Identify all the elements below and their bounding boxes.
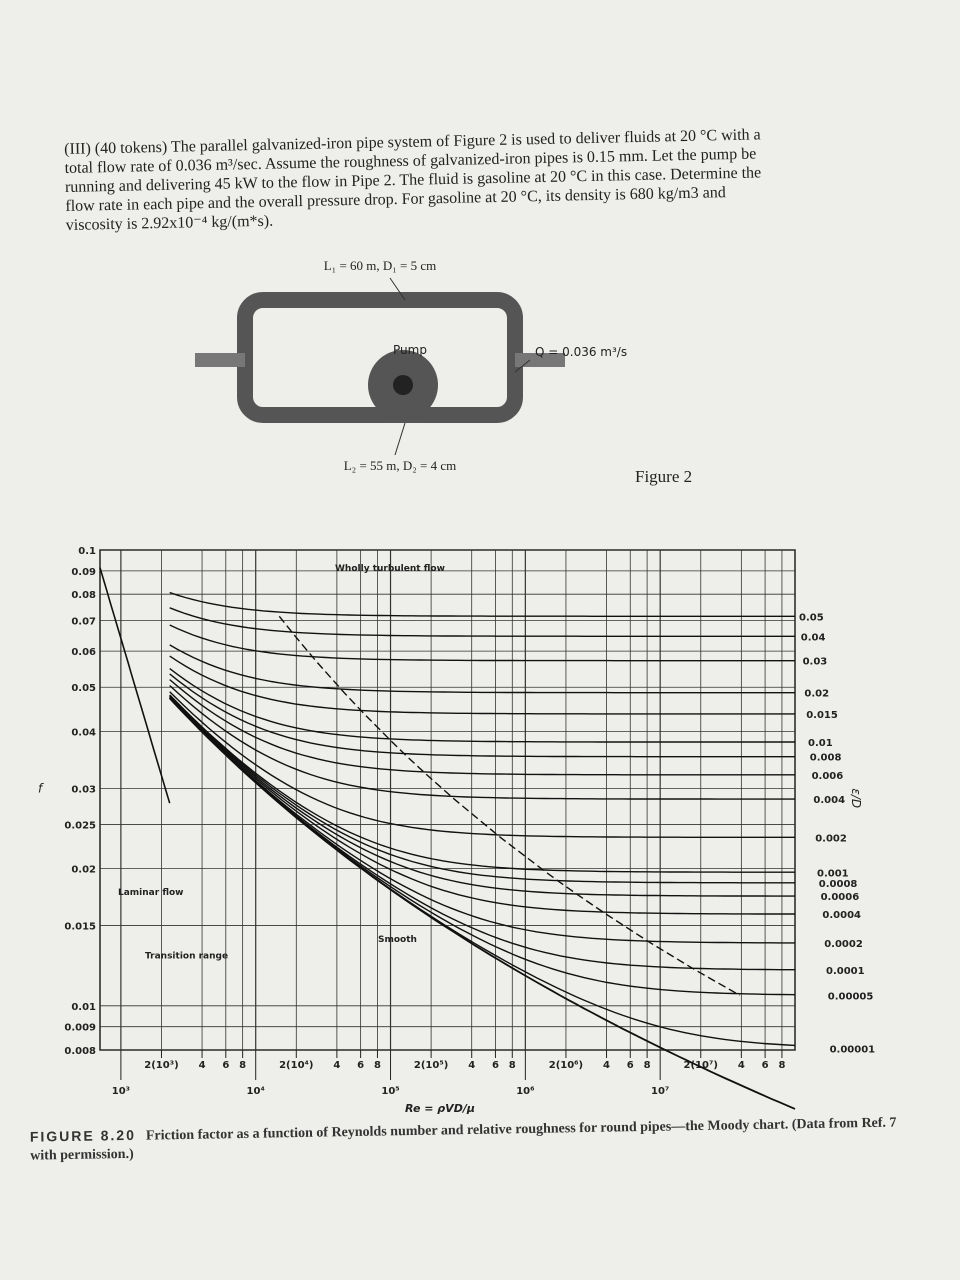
flow-label: Q = 0.036 m³/s: [535, 345, 627, 359]
pipe1-label: L₁ = 60 m, D₁ = 5 cm: [324, 258, 437, 273]
x-tick-label: 8: [239, 1060, 246, 1071]
roughness-curve: [169, 624, 795, 662]
inlet-pipe: [195, 353, 245, 367]
x-tick-label: 6: [357, 1060, 364, 1071]
leader: [394, 422, 406, 456]
y-tick-label: 0.009: [64, 1023, 96, 1034]
pipe-diagram: [195, 277, 565, 456]
roughness-label: 0.0008: [819, 879, 858, 890]
roughness-curve: [169, 655, 795, 715]
roughness-label: 0.02: [804, 689, 829, 700]
roughness-curve: [169, 695, 795, 884]
y-tick-label: 0.05: [71, 683, 96, 694]
x-tick-label: 6: [492, 1060, 499, 1071]
y-tick-label: 0.008: [64, 1046, 96, 1057]
y2-axis-label: ε/D: [849, 788, 863, 808]
roughness-label: 0.0001: [826, 966, 865, 977]
y-tick-label: 0.08: [71, 590, 96, 601]
pump-label: Pump: [393, 343, 427, 357]
annotation: Transition range: [145, 952, 228, 962]
x-tick-label: 2(10³): [144, 1060, 178, 1071]
plot-frame: [99, 549, 796, 1051]
x-tick-label: 8: [778, 1060, 785, 1071]
x-tick-label: 2(10⁷): [684, 1060, 718, 1071]
roughness-label: 0.00005: [828, 991, 874, 1002]
x-tick-label: 4: [333, 1060, 340, 1071]
roughness-curve: [169, 691, 795, 838]
turbulent-boundary: [278, 615, 741, 996]
roughness-label: 0.008: [810, 753, 842, 764]
roughness-curve: [169, 696, 795, 915]
roughness-label: 0.015: [806, 710, 838, 721]
x-tick-label: 4: [199, 1060, 206, 1071]
roughness-label: 0.04: [801, 632, 826, 643]
annotation: Laminar flow: [118, 888, 184, 898]
roughness-curve: [169, 684, 795, 800]
outlet-pipe: [515, 353, 565, 367]
laminar-line: [99, 567, 171, 804]
x-tick-label: 8: [644, 1060, 651, 1071]
x-tick-label: 10⁵: [381, 1086, 399, 1097]
roughness-curve: [169, 668, 795, 743]
pipe2-label: L₂ = 55 m, D₂ = 4 cm: [344, 458, 457, 473]
x-tick-label: 6: [762, 1060, 769, 1071]
roughness-label: 0.03: [803, 657, 828, 668]
smooth-curve: [169, 697, 796, 1110]
roughness-label: 0.01: [808, 738, 833, 749]
x-axis-label: Re = ρVD/μ: [405, 1102, 475, 1115]
annotation: Wholly turbulent flow: [335, 564, 445, 574]
x-tick-label: 6: [222, 1060, 229, 1071]
roughness-label: 0.0004: [822, 910, 861, 921]
x-tick-label: 10⁴: [247, 1086, 265, 1097]
y-tick-label: 0.04: [71, 727, 96, 738]
x-tick-label: 10⁶: [516, 1086, 534, 1097]
roughness-curve: [169, 607, 795, 637]
figure-caption: Figure 2: [635, 467, 692, 486]
y-tick-label: 0.02: [71, 865, 96, 876]
x-tick-label: 8: [509, 1060, 516, 1071]
x-tick-label: 4: [603, 1060, 610, 1071]
roughness-label: 0.05: [799, 612, 824, 623]
roughness-curve: [169, 695, 795, 897]
y-tick-label: 0.07: [71, 617, 96, 628]
y-tick-label: 0.03: [71, 784, 96, 795]
roughness-curve: [169, 673, 795, 758]
x-tick-label: 4: [468, 1060, 475, 1071]
x-tick-label: 10³: [112, 1086, 130, 1097]
pump-hub: [393, 375, 413, 395]
x-tick-label: 2(10⁵): [414, 1060, 448, 1071]
roughness-label: 0.0006: [821, 892, 860, 903]
roughness-curve: [169, 697, 795, 944]
roughness-label: 0.00001: [830, 1044, 876, 1055]
annotation: Smooth: [378, 935, 417, 945]
x-tick-label: 10⁷: [651, 1086, 669, 1097]
y-tick-label: 0.1: [78, 546, 96, 557]
y-axis-label: f: [38, 781, 44, 795]
roughness-curve: [169, 644, 795, 694]
roughness-label: 0.006: [812, 771, 844, 782]
roughness-label: 0.002: [815, 833, 847, 844]
roughness-curve: [169, 591, 795, 617]
x-tick-label: 6: [627, 1060, 634, 1071]
leader: [514, 359, 531, 373]
x-tick-label: 8: [374, 1060, 381, 1071]
x-tick-label: 2(10⁴): [279, 1060, 313, 1071]
roughness-curve: [169, 679, 795, 776]
roughness-label: 0.004: [813, 795, 845, 806]
leader: [389, 277, 406, 301]
roughness-label: 0.0002: [824, 939, 863, 950]
y-tick-label: 0.09: [71, 567, 96, 578]
x-tick-label: 4: [738, 1060, 745, 1071]
y-tick-label: 0.01: [71, 1002, 96, 1013]
caption-label: FIGURE 8.20: [29, 1126, 137, 1145]
y-tick-label: 0.025: [64, 820, 96, 831]
y-tick-label: 0.015: [64, 922, 96, 933]
roughness-label: 0.001: [817, 868, 849, 879]
moody-chart: 0.008 0.009 0.01 0.015 0.02 0.025 0.03 0.04 0.05…: [38, 546, 875, 1115]
roughness-curve: [169, 694, 795, 873]
x-tick-label: 2(10⁶): [549, 1060, 583, 1071]
y-tick-label: 0.06: [71, 647, 96, 658]
